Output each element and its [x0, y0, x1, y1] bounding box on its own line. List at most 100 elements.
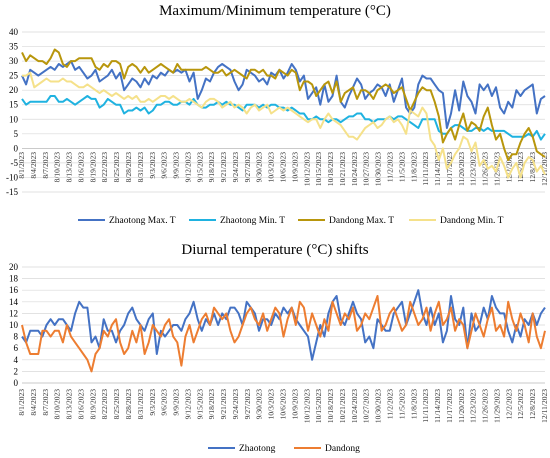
series-line-dandong — [21, 295, 546, 373]
x-tick-label: 8/25/2023 — [112, 389, 121, 420]
y-tick-label: 20 — [9, 262, 19, 272]
x-tick-label: 10/6/2023 — [279, 152, 288, 183]
x-tick-label: 11/20/2023 — [457, 152, 466, 186]
x-tick-label: 8/13/2023 — [65, 389, 74, 420]
x-tick-label: 9/3/2023 — [148, 152, 157, 179]
x-tick-label: 11/8/2023 — [409, 389, 418, 419]
x-tick-label: 11/5/2023 — [397, 152, 406, 182]
x-tick-label: 9/27/2023 — [243, 389, 252, 420]
x-tick-label: 9/30/2023 — [255, 152, 264, 183]
y-tick-label: 10 — [9, 114, 19, 124]
x-tick-label: 11/17/2023 — [445, 152, 454, 186]
legend-label-zhaotong-min: Zhaotong Min. T — [220, 216, 285, 226]
x-tick-label: 11/26/2023 — [481, 152, 490, 186]
x-tick-label: 10/9/2023 — [290, 389, 299, 420]
legend-label-dandong: Dandong — [325, 444, 360, 454]
x-tick-label: 8/19/2023 — [88, 152, 97, 183]
x-tick-label: 10/30/2023 — [374, 152, 383, 186]
y-tick-label: 12 — [9, 308, 18, 318]
series-line-zhaotong-min-t — [21, 95, 546, 141]
x-tick-label: 10/12/2023 — [302, 389, 311, 423]
x-tick-label: 10/15/2023 — [314, 152, 323, 186]
x-tick-label: 8/31/2023 — [136, 152, 145, 183]
y-tick-label: 10 — [9, 320, 19, 330]
x-tick-label: 9/24/2023 — [231, 389, 240, 420]
y-gridlines — [22, 31, 545, 193]
y-gridlines — [22, 266, 545, 384]
x-tick-label: 8/7/2023 — [41, 152, 50, 179]
x-tick-label: 12/11/2023 — [540, 152, 549, 186]
y-tick-label: 0 — [14, 378, 19, 388]
series-line-dandong-max-t — [21, 48, 546, 161]
x-tick-label: 11/17/2023 — [445, 389, 454, 423]
y-tick-label: 4 — [14, 355, 19, 365]
y-tick-label: 16 — [9, 285, 19, 295]
x-tick-label: 8/10/2023 — [53, 152, 62, 183]
y-tick-label: 35 — [9, 42, 19, 52]
x-tick-label: 10/24/2023 — [350, 389, 359, 423]
x-tick-label: 10/6/2023 — [279, 389, 288, 420]
x-tick-label: 11/2/2023 — [385, 389, 394, 419]
x-tick-label: 9/24/2023 — [231, 152, 240, 183]
x-tick-label: 12/2/2023 — [504, 389, 513, 420]
chart-diurnal: Diurnal temperature (°C) shifts 0 24 68 10 1… — [9, 242, 549, 454]
x-tick-label: 8/13/2023 — [65, 152, 74, 183]
x-tick-label: 10/3/2023 — [267, 152, 276, 183]
y-tick-label: 6 — [14, 343, 19, 353]
x-tick-label: 9/15/2023 — [195, 152, 204, 183]
x-tick-label: 8/22/2023 — [100, 152, 109, 183]
x-tick-label: 11/11/2023 — [421, 389, 430, 423]
x-tick-label: 8/1/2023 — [17, 389, 26, 416]
x-tick-label: 10/21/2023 — [338, 152, 347, 186]
x-tick-label: 10/18/2023 — [326, 152, 335, 186]
x-tick-label: 11/2/2023 — [385, 152, 394, 182]
legend-label-zhaotong-max: Zhaotong Max. T — [109, 216, 176, 226]
y-tick-label: 14 — [9, 297, 19, 307]
x-tick-label: 10/30/2023 — [374, 389, 383, 423]
x-tick-label: 8/25/2023 — [112, 152, 121, 183]
y-tick-label: 20 — [9, 85, 19, 95]
series-lines — [21, 289, 546, 373]
x-tick-label: 8/28/2023 — [124, 389, 133, 420]
x-tick-label: 9/18/2023 — [207, 389, 216, 420]
x-tick-label: 8/31/2023 — [136, 389, 145, 420]
x-tick-label: 9/6/2023 — [160, 152, 169, 179]
x-tick-label: 11/26/2023 — [481, 389, 490, 423]
x-tick-label: 8/1/2023 — [17, 152, 26, 179]
x-tick-label: 11/14/2023 — [433, 389, 442, 423]
series-lines — [21, 48, 546, 179]
series-line-zhaotong-max-t — [21, 60, 546, 129]
x-tick-label: 10/27/2023 — [362, 152, 371, 186]
x-tick-label: 10/27/2023 — [362, 389, 371, 423]
chart-maxmin: Maximum/Minimum temperature (°C) -15-10-… — [6, 3, 549, 226]
x-tick-label: 8/10/2023 — [53, 389, 62, 420]
x-tick-label: 8/7/2023 — [41, 389, 50, 416]
legend: Zhaotong Max. T Zhaotong Min. T Dandong … — [78, 216, 504, 226]
x-tick-label: 12/8/2023 — [528, 152, 537, 183]
y-tick-label: 15 — [9, 100, 19, 110]
x-tick-label: 11/29/2023 — [492, 389, 501, 423]
x-tick-label: 11/23/2023 — [469, 152, 478, 186]
x-tick-label: 8/19/2023 — [88, 389, 97, 420]
y-tick-label: 2 — [14, 366, 19, 376]
chart-title: Diurnal temperature (°C) shifts — [181, 242, 368, 258]
y-tick-label: 30 — [9, 56, 19, 66]
x-tick-labels: 8/1/2023 8/4/2023 8/7/2023 8/10/2023 8/13/20… — [17, 152, 549, 186]
legend-label-dandong-max: Dandong Max. T — [329, 216, 394, 226]
legend: Zhaotong Dandong — [208, 444, 360, 454]
x-tick-label: 9/6/2023 — [160, 389, 169, 416]
x-tick-label: 11/11/2023 — [421, 152, 430, 186]
x-tick-label: 9/12/2023 — [183, 389, 192, 420]
x-tick-label: 11/23/2023 — [469, 389, 478, 423]
legend-label-zhaotong: Zhaotong — [239, 444, 276, 454]
x-tick-label: 10/15/2023 — [314, 389, 323, 423]
x-tick-label: 9/15/2023 — [195, 389, 204, 420]
x-tick-label: 11/5/2023 — [397, 389, 406, 419]
x-tick-label: 10/9/2023 — [290, 152, 299, 183]
x-tick-label: 10/3/2023 — [267, 389, 276, 420]
x-tick-label: 10/21/2023 — [338, 389, 347, 423]
chart-title: Maximum/Minimum temperature (°C) — [159, 3, 391, 19]
x-tick-label: 9/9/2023 — [172, 152, 181, 179]
